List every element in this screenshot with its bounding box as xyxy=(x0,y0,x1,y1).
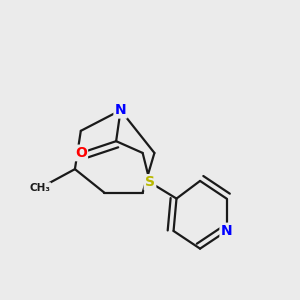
Text: CH₃: CH₃ xyxy=(29,183,50,193)
Text: S: S xyxy=(145,176,155,189)
Text: N: N xyxy=(221,224,232,238)
Text: O: O xyxy=(75,146,87,160)
Text: N: N xyxy=(115,103,126,117)
